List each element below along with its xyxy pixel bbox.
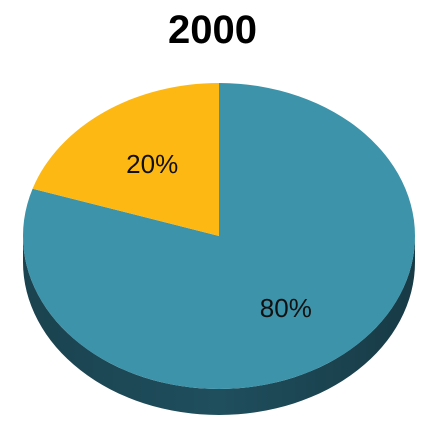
- chart-title: 2000: [168, 8, 257, 52]
- pie-slice-side-shade-0: [23, 236, 415, 415]
- slice-label-1: 20%: [126, 149, 178, 179]
- pie-slice-0: [23, 83, 416, 389]
- pie-slice-1: [32, 83, 219, 236]
- slice-label-0: 80%: [260, 293, 312, 323]
